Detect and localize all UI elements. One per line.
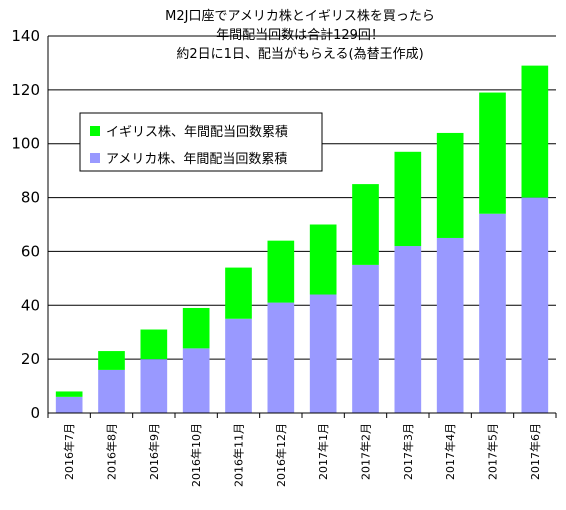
bar-segment-us: [521, 197, 549, 413]
y-tick-label: 100: [11, 135, 40, 153]
y-tick-label: 140: [11, 27, 40, 45]
x-tick-label: 2017年1月: [316, 423, 330, 480]
x-tick-label: 2016年11月: [232, 423, 246, 487]
legend-swatch: [90, 153, 100, 163]
legend-label: アメリカ株、年間配当回数累積: [106, 152, 287, 167]
x-tick-label: 2016年10月: [189, 423, 203, 487]
bar-segment-us: [309, 294, 337, 413]
x-tick-label: 2017年3月: [401, 423, 415, 480]
bar-segment-us: [140, 359, 168, 413]
legend-box: [79, 112, 323, 172]
x-tick-label: 2016年7月: [62, 423, 76, 480]
title-line-3: 約2日に1日、配当がもらえる(為替王作成): [176, 46, 423, 62]
legend-label: イギリス株、年間配当回数累積: [106, 125, 288, 140]
bar-segment-uk: [140, 329, 168, 360]
bar-segment-us: [352, 264, 379, 413]
y-tick-label: 40: [21, 296, 40, 314]
bar-segment-uk: [521, 65, 549, 198]
bar-segment-uk: [394, 151, 422, 247]
bar-segment-uk: [436, 132, 464, 238]
x-tick-label: 2017年6月: [528, 423, 542, 480]
bar-segment-uk: [182, 307, 210, 349]
bar-segment-us: [98, 369, 125, 413]
plot-area: 0 20 40 60 80 100 120 140 2016年7月 2016年8月 2016年9月 2…: [11, 27, 557, 487]
bar-segment-us: [479, 213, 506, 413]
y-tick-label: 80: [21, 189, 40, 207]
x-tick-label: 2016年12月: [274, 423, 288, 487]
bar-segment-us: [394, 246, 422, 413]
bar-segment-us: [55, 396, 83, 413]
x-tick-label: 2017年2月: [359, 423, 373, 480]
title-line-1: M2J口座でアメリカ株とイギリス株を買ったら: [165, 9, 435, 24]
bar-segment-uk: [267, 240, 295, 303]
x-tick-label: 2017年5月: [486, 423, 500, 480]
x-tick-label: 2017年4月: [443, 423, 457, 480]
bar-segment-uk: [309, 224, 337, 295]
x-tick-label: 2016年9月: [147, 423, 161, 480]
bar-segment-uk: [225, 267, 252, 319]
bar-segment-uk: [479, 92, 506, 214]
y-tick-label: 120: [11, 81, 40, 99]
bar-segment-uk: [55, 391, 83, 397]
bar-segment-us: [436, 237, 464, 413]
title-line-2: 年間配当回数は合計129回！: [216, 27, 384, 43]
bar-segment-uk: [98, 351, 125, 370]
x-tick-label: 2016年8月: [105, 423, 119, 480]
bar-segment-us: [225, 318, 252, 413]
y-tick-label: 20: [21, 350, 40, 368]
legend-swatch: [90, 126, 100, 136]
y-tick-label: 60: [21, 242, 40, 260]
bar-segment-us: [182, 348, 210, 413]
y-tick-label: 0: [30, 404, 40, 422]
chart-title: M2J口座でアメリカ株とイギリス株を買ったら 年間配当回数は合計129回！ 約2…: [165, 9, 435, 62]
bar-segment-us: [267, 302, 295, 413]
bar-segment-uk: [352, 184, 379, 265]
